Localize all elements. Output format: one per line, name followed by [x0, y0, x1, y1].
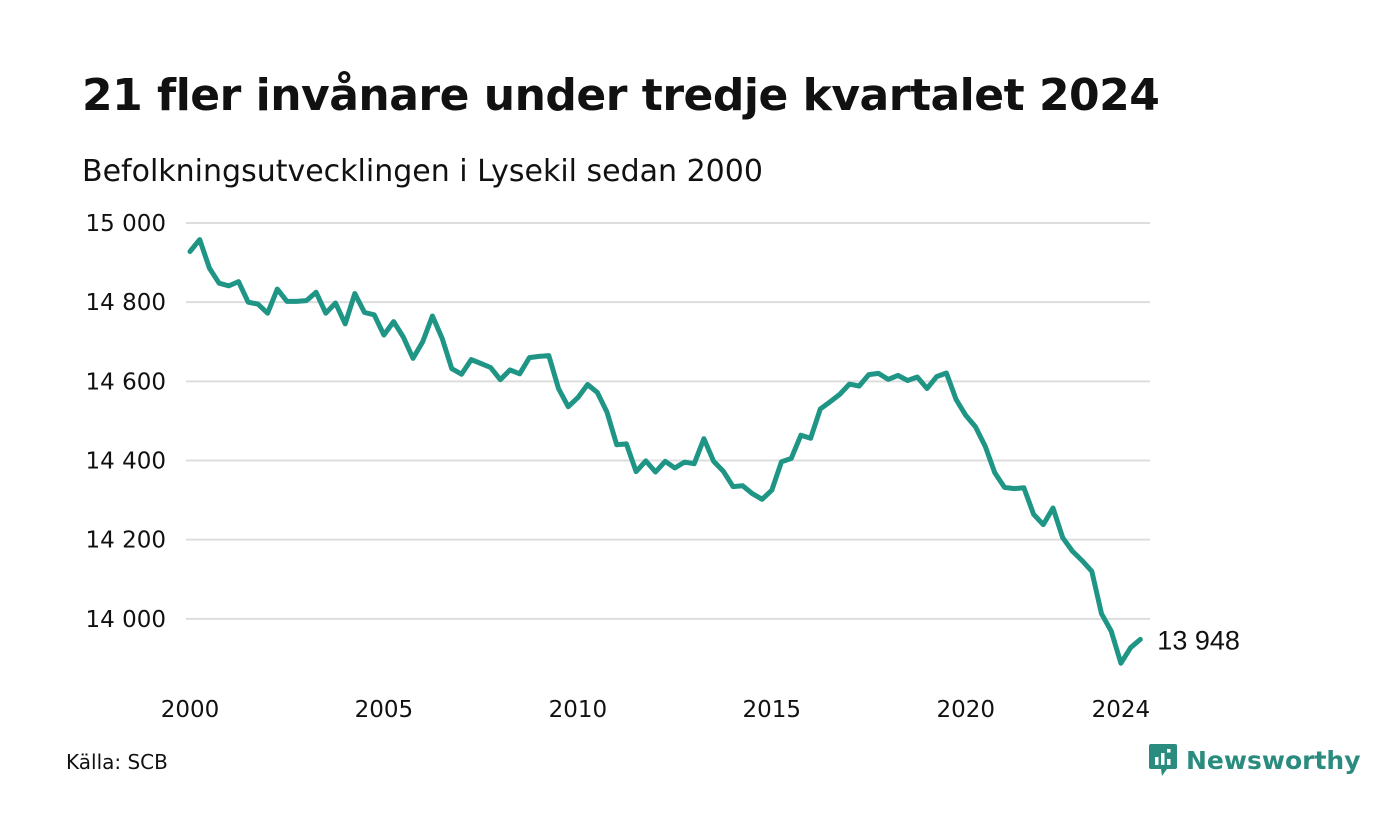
- y-tick-label: 14 600: [86, 369, 166, 395]
- y-tick-label: 14 200: [86, 528, 166, 554]
- y-axis-tick-labels: 15 000 14 800 14 600 14 400 14 200 14 000: [86, 211, 166, 633]
- x-tick-label: 2010: [549, 697, 608, 723]
- y-tick-label: 14 800: [86, 290, 166, 316]
- x-tick-label: 2000: [161, 697, 220, 723]
- y-tick-label: 14 400: [86, 448, 166, 474]
- population-series-line: [187, 237, 1143, 666]
- y-tick-label: 14 000: [86, 607, 166, 633]
- newsworthy-brand[interactable]: Newsworthy: [1148, 742, 1361, 778]
- x-tick-label: 2015: [743, 697, 802, 723]
- chart-title: 21 fler invånare under tredje kvartalet …: [82, 70, 1160, 121]
- source-label: Källa: SCB: [66, 750, 168, 774]
- x-tick-label: 2005: [355, 697, 414, 723]
- chart-subtitle: Befolkningsutvecklingen i Lysekil sedan …: [82, 154, 763, 189]
- y-tick-label: 15 000: [86, 211, 166, 237]
- x-tick-label: 2024: [1092, 697, 1151, 723]
- x-tick-label: 2020: [936, 697, 995, 723]
- x-axis-tick-labels: 2000 2005 2010 2015 2020 2024: [161, 697, 1150, 723]
- brand-name: Newsworthy: [1186, 745, 1361, 775]
- end-value-label: 13 948: [1157, 625, 1240, 655]
- gridlines: [186, 222, 1150, 620]
- newsworthy-logo-icon: [1149, 744, 1177, 776]
